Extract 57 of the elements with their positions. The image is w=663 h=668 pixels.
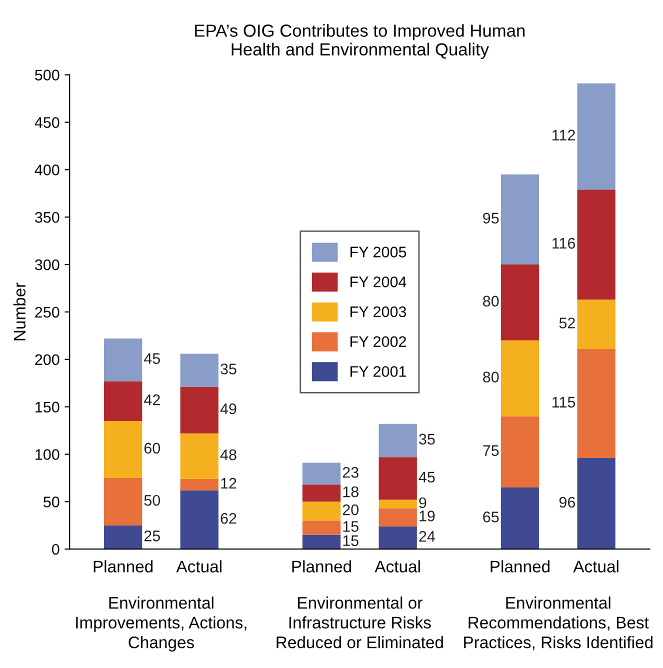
data-label: 52 (559, 318, 575, 328)
data-label: 65 (483, 512, 499, 522)
data-label: 62 (220, 512, 236, 524)
x-tick-label: Planned (490, 560, 550, 572)
data-label: 15 (343, 521, 358, 532)
chart-title: EPA’s OIG Contributes to Improved Human Health and Environmental Quality (195, 24, 525, 59)
y-tick-label: 150 (36, 402, 60, 412)
data-label: 75 (483, 445, 499, 456)
x-tick-label: Actual (573, 560, 618, 572)
data-label: 48 (220, 449, 236, 460)
data-label: 45 (144, 353, 160, 364)
text: Environmental Improvements, Actions, Changes (76, 596, 246, 652)
y-tick-label: 50 (44, 496, 60, 508)
y-tick-label: 400 (34, 164, 60, 176)
data-label: 15 (343, 535, 358, 546)
y-tick-label: 300 (34, 259, 60, 270)
y-axis-title: Number (13, 282, 26, 340)
x-tick-label: Actual (176, 560, 222, 572)
data-label: 96 (559, 496, 576, 508)
y-tick-label: 0 (52, 544, 60, 555)
data-label: 80 (483, 372, 499, 382)
data-label: 12 (221, 478, 236, 489)
data-label: 23 (342, 466, 358, 478)
y-tick-label: 500 (35, 70, 60, 80)
data-label: 112 (552, 130, 575, 140)
data-label: 116 (552, 238, 576, 249)
legend-label: FY 2001 (350, 366, 406, 377)
y-tick-label: 200 (35, 354, 60, 366)
y-tick-label: 250 (35, 306, 60, 318)
data-label: 24 (419, 530, 435, 542)
data-label: 115 (552, 396, 576, 408)
data-label: 25 (144, 530, 160, 542)
data-label: 80 (483, 296, 499, 307)
data-label: 95 (483, 212, 499, 224)
y-tick-label: 100 (36, 449, 60, 460)
legend-label: FY 2005 (350, 246, 406, 258)
data-label: 49 (220, 403, 236, 414)
data-label: 18 (343, 486, 358, 498)
data-label: 9 (419, 497, 426, 508)
data-label: 50 (144, 494, 160, 506)
x-tick-label: Actual (374, 560, 420, 572)
data-label: 45 (418, 472, 435, 483)
legend-label: FY 2004 (350, 276, 406, 288)
data-label: 35 (220, 364, 236, 374)
text: Environmental Recommendations, Best Practices, Risks Identified (464, 596, 652, 650)
data-label: 35 (419, 434, 435, 445)
x-tick-label: Planned (292, 560, 352, 572)
y-tick-label: 350 (34, 212, 60, 223)
legend-label: FY 2003 (350, 306, 406, 318)
text: Environmental or Infrastructure Risks Reduced or Eliminated (276, 596, 443, 648)
legend-label: FY 2002 (350, 336, 406, 348)
x-tick-label: Planned (94, 560, 153, 572)
y-tick-label: 450 (34, 117, 60, 128)
data-label: 60 (144, 442, 160, 454)
data-label: 42 (144, 394, 160, 406)
data-label: 19 (420, 510, 435, 522)
data-label: 20 (342, 504, 359, 516)
